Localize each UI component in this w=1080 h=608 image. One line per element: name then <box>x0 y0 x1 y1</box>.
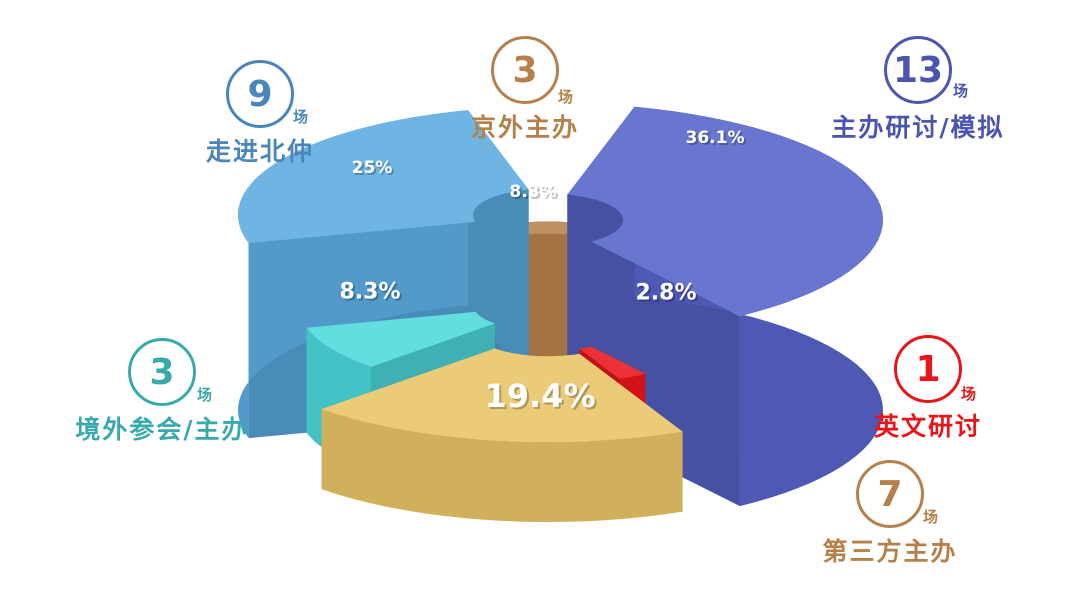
slice-top-4 <box>306 311 495 367</box>
label-yingwen: 1 场 英文研讨 <box>858 335 998 443</box>
slice-top-5 <box>238 110 529 244</box>
count-circle: 9 <box>226 60 294 128</box>
pct-label-jingwaicanhui: 8.3% <box>339 279 401 305</box>
unit-label: 场 <box>961 385 977 403</box>
slice-outer-wall <box>321 409 683 522</box>
slice-name: 走进北仲 <box>205 137 314 166</box>
slice-name: 英文研讨 <box>873 412 982 441</box>
slice-top-2 <box>579 346 646 379</box>
label-disanfang: 7 场 第三方主办 <box>810 460 970 568</box>
count-circle: 3 <box>128 338 196 406</box>
slice-top-1 <box>567 106 883 317</box>
unit-label: 场 <box>293 108 309 126</box>
label-jingwaicanhui: 3 场 境外参会/主办 <box>62 338 262 446</box>
pct-label-yingwen: 2.8% <box>635 280 697 306</box>
unit-label: 场 <box>558 88 574 106</box>
label-jingwai: 3 场 京外主办 <box>455 36 595 144</box>
slice-outer-wall <box>519 221 577 373</box>
unit-label: 场 <box>953 82 969 100</box>
slice-top-0 <box>519 221 577 235</box>
pct-label-disanfang: 19.4% <box>484 377 596 415</box>
unit-label: 场 <box>923 508 939 526</box>
pct-label-zoujin: 25% <box>351 158 393 178</box>
count-circle: 13 <box>884 36 952 104</box>
pct-label-zhuban: 36.1% <box>685 128 745 148</box>
slice-name: 第三方主办 <box>822 537 958 566</box>
count-circle: 7 <box>856 460 924 528</box>
slice-name: 主办研讨/模拟 <box>831 113 1005 142</box>
count-circle: 1 <box>894 335 962 403</box>
label-zoujin: 9 场 走进北仲 <box>190 60 330 168</box>
slice-top-3 <box>321 348 683 442</box>
slice-name: 境外参会/主办 <box>75 415 249 444</box>
pct-label-jingwai: 8.3% <box>509 182 557 202</box>
count-circle: 3 <box>491 36 559 104</box>
unit-label: 场 <box>197 386 213 404</box>
slice-name: 京外主办 <box>470 113 579 142</box>
label-zhuban: 13 场 主办研讨/模拟 <box>818 36 1018 144</box>
